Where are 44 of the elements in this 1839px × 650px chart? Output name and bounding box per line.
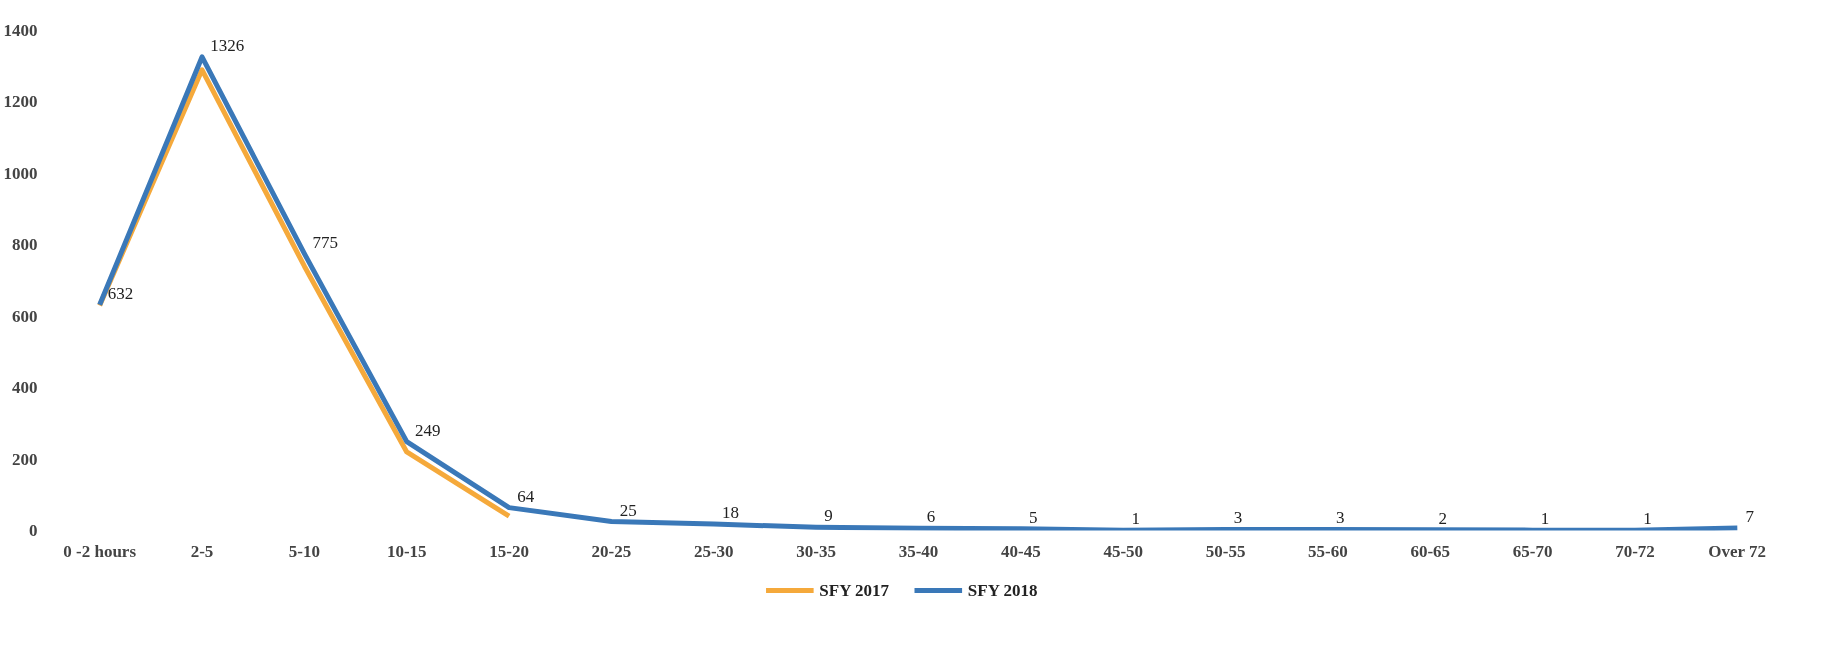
y-tick-label: 1200 — [3, 92, 38, 112]
data-label: 1326 — [210, 35, 245, 55]
x-tick-label: 60-65 — [1410, 541, 1451, 561]
data-label: 5 — [1029, 507, 1038, 527]
data-label: 3 — [1336, 508, 1345, 528]
x-tick-label: 65-70 — [1512, 541, 1553, 561]
data-label: 3 — [1233, 508, 1243, 528]
x-tick-label: 50-55 — [1205, 541, 1246, 561]
data-label: 64 — [517, 486, 535, 506]
y-tick-label: 1000 — [3, 163, 38, 183]
y-tick-label: 600 — [12, 306, 38, 326]
x-tick-label: 15-20 — [489, 541, 529, 561]
x-tick-label: 40-45 — [1001, 541, 1041, 561]
y-tick-label: 200 — [12, 449, 38, 469]
x-tick-label: 5-10 — [288, 541, 320, 561]
data-label: 2 — [1438, 508, 1447, 528]
y-tick-label: 800 — [12, 235, 38, 255]
x-tick-label: 35-40 — [898, 541, 939, 561]
y-tick-label: 0 — [29, 521, 38, 540]
data-label: 7 — [1745, 507, 1755, 526]
data-label: 249 — [414, 420, 441, 440]
data-label: 25 — [619, 500, 637, 520]
data-label: 18 — [721, 503, 739, 523]
legend-label: SFY 2017 — [819, 581, 890, 600]
x-tick-label: 20-25 — [591, 541, 632, 561]
data-label: 1 — [1540, 509, 1550, 529]
x-tick-label: 25-30 — [693, 541, 734, 561]
x-tick-label: Over 72 — [1708, 541, 1767, 561]
x-tick-label: 70-72 — [1615, 541, 1655, 561]
x-tick-label: 10-15 — [386, 541, 427, 561]
data-label: 1 — [1643, 509, 1652, 529]
data-label: 9 — [824, 506, 833, 526]
x-tick-label: 30-35 — [796, 541, 836, 561]
x-tick-label: 55-60 — [1308, 541, 1348, 561]
y-tick-label: 1400 — [3, 21, 38, 40]
data-label: 632 — [107, 283, 134, 303]
legend-label: SFY 2018 — [967, 581, 1038, 600]
y-tick-label: 400 — [12, 378, 38, 398]
data-label: 6 — [926, 507, 936, 527]
x-tick-label: 0 -2 hours — [63, 541, 137, 561]
data-label: 1 — [1131, 509, 1140, 529]
data-label: 775 — [312, 232, 339, 252]
x-tick-label: 45-50 — [1103, 541, 1144, 561]
x-tick-label: 2-5 — [190, 541, 214, 561]
